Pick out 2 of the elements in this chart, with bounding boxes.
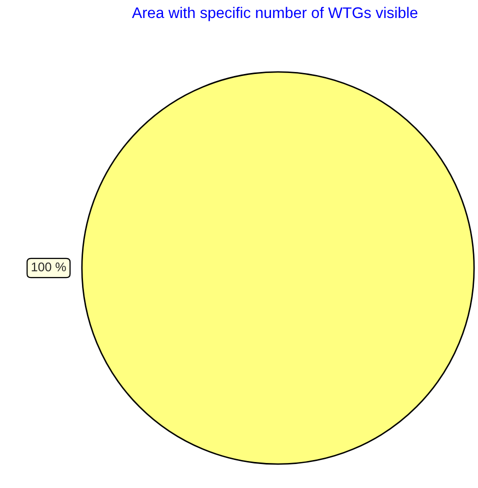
data-label: 100 % xyxy=(32,262,66,272)
chart-title: Area with specific number of WTGs visible xyxy=(132,6,418,22)
